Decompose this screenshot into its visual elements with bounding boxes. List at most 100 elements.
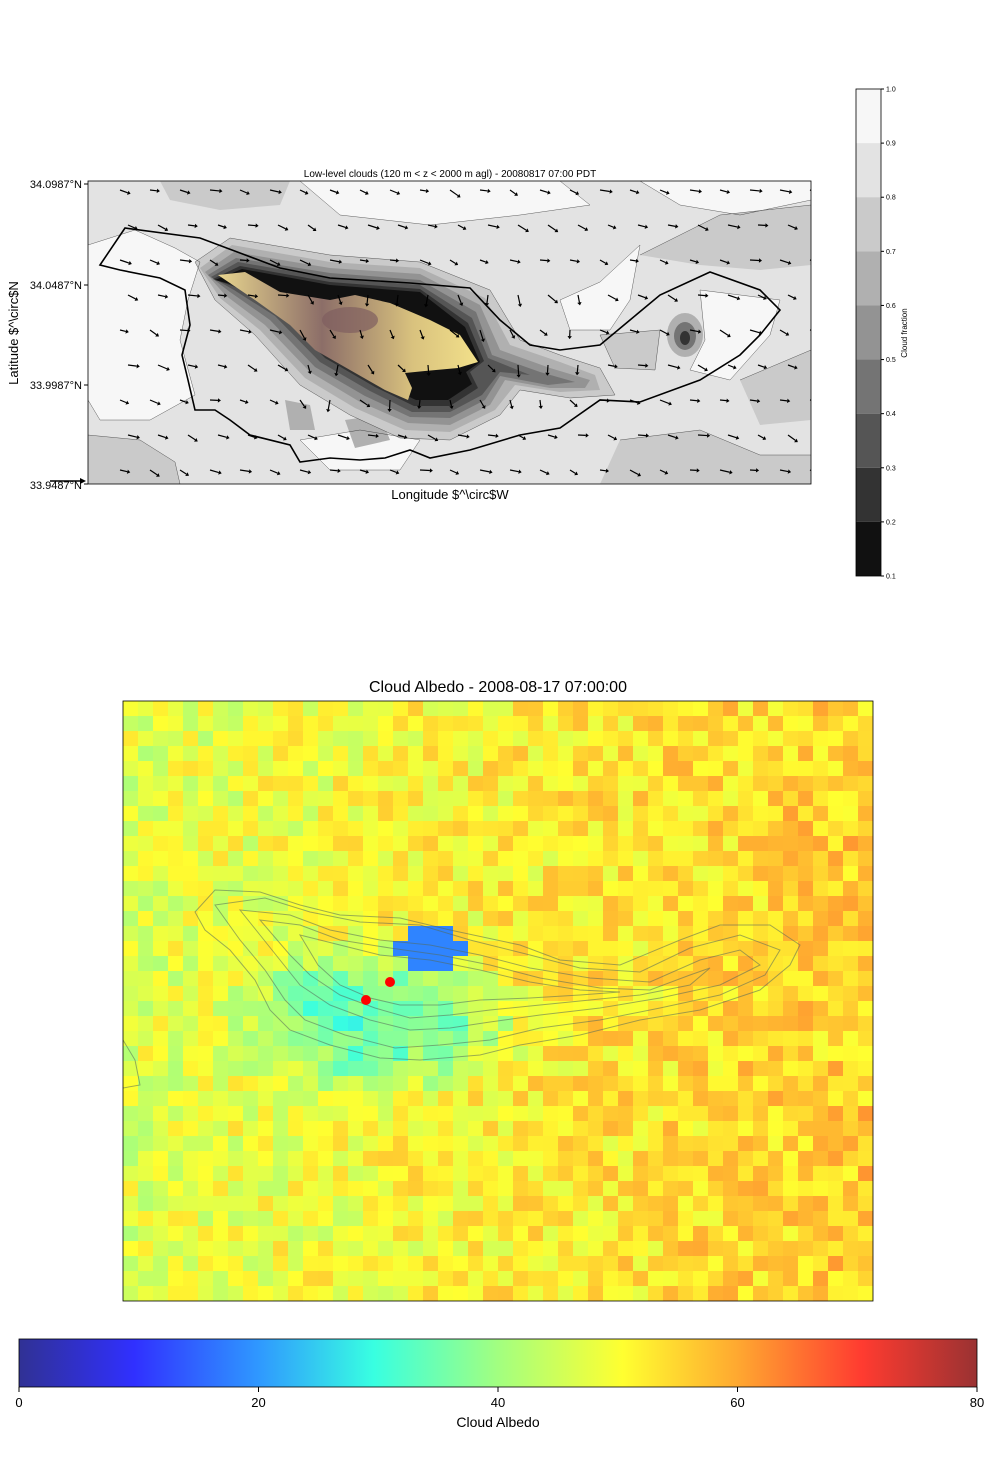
wind-vector [509, 399, 514, 410]
albedo-cell [378, 761, 394, 777]
albedo-cell [693, 1031, 709, 1047]
albedo-cell [708, 791, 724, 807]
albedo-cell [783, 941, 799, 957]
albedo-cell [573, 776, 589, 792]
albedo-cell [453, 1196, 469, 1212]
albedo-cell [528, 821, 544, 837]
wind-vector [689, 189, 702, 194]
wind-vector [779, 259, 792, 265]
albedo-cell [408, 971, 424, 987]
albedo-cell [783, 896, 799, 912]
albedo-cell [183, 1151, 199, 1167]
albedo-cell [513, 1046, 529, 1062]
albedo-cell [243, 1286, 259, 1301]
albedo-cell [843, 761, 859, 777]
wind-vector [569, 399, 578, 407]
albedo-cell [723, 971, 739, 987]
albedo-cell [513, 701, 529, 717]
albedo-cell [648, 1271, 664, 1287]
albedo-cell [513, 1076, 529, 1092]
albedo-cell [393, 1106, 409, 1122]
albedo-cell [588, 1196, 604, 1212]
albedo-cell [843, 1121, 859, 1137]
albedo-cell [153, 836, 169, 852]
albedo-cell [213, 746, 229, 762]
albedo-cell [648, 1061, 664, 1077]
albedo-cell [273, 956, 289, 972]
albedo-cell [633, 1256, 649, 1272]
albedo-cell [318, 1001, 334, 1017]
albedo-cell [123, 971, 139, 987]
albedo-cell [228, 881, 244, 897]
albedo-cell [498, 1106, 514, 1122]
wind-vector [187, 223, 198, 229]
wind-vector [667, 224, 679, 229]
albedo-cell [453, 1061, 469, 1077]
albedo-cell [828, 1151, 844, 1167]
albedo-cell [588, 896, 604, 912]
albedo-cell [648, 1031, 664, 1047]
albedo-cell [648, 716, 664, 732]
albedo-cell [423, 986, 439, 1002]
wind-vector [487, 224, 500, 230]
albedo-cell [573, 791, 589, 807]
albedo-cell [558, 1211, 574, 1227]
wind-vector [659, 469, 669, 475]
albedo-cell [588, 1226, 604, 1242]
albedo-cell [558, 911, 574, 927]
albedo-cell [588, 731, 604, 747]
albedo-cell [303, 911, 319, 927]
albedo-cell [528, 731, 544, 747]
albedo-cell [738, 866, 754, 882]
albedo-cell [363, 1091, 379, 1107]
albedo-cell [198, 851, 214, 867]
albedo-cell [483, 941, 499, 957]
albedo-cell [153, 1196, 169, 1212]
albedo-cell [378, 911, 394, 927]
albedo-cell [183, 1016, 199, 1032]
albedo-cell [273, 1121, 289, 1137]
albedo-cell [498, 911, 514, 927]
albedo-cell [183, 1286, 199, 1301]
albedo-cell [513, 1001, 529, 1017]
albedo-cell [273, 1256, 289, 1272]
albedo-cell [483, 1001, 499, 1017]
albedo-cell [303, 731, 319, 747]
albedo-cell [798, 791, 814, 807]
albedo-cell [348, 1061, 364, 1077]
albedo-cell [438, 1076, 454, 1092]
albedo-cell [693, 971, 709, 987]
albedo-cell [708, 911, 724, 927]
wind-vector [719, 259, 731, 265]
albedo-cell [483, 1151, 499, 1167]
albedo-cell [813, 1151, 829, 1167]
albedo-cell [708, 971, 724, 987]
albedo-cell [513, 1271, 529, 1287]
albedo-cell [828, 1181, 844, 1197]
albedo-cell [543, 1211, 559, 1227]
albedo-cell [183, 1001, 199, 1017]
albedo-cell [333, 1091, 349, 1107]
albedo-cell [333, 1286, 349, 1301]
albedo-cell [123, 1136, 139, 1152]
wind-vector [329, 329, 336, 340]
albedo-cell [678, 1136, 694, 1152]
albedo-cell [348, 1241, 364, 1257]
albedo-cell [678, 776, 694, 792]
wind-vector [269, 259, 281, 266]
albedo-cell [318, 701, 334, 717]
albedo-cell [168, 986, 184, 1002]
albedo-cell [258, 1121, 274, 1137]
albedo-cell [153, 926, 169, 942]
albedo-cell [468, 896, 484, 912]
albedo-cell [363, 761, 379, 777]
albedo-cell [708, 1166, 724, 1182]
albedo-cell [783, 716, 799, 732]
albedo-cell [618, 1121, 634, 1137]
albedo-cell [783, 791, 799, 807]
albedo-cell [498, 1136, 514, 1152]
albedo-cell [243, 986, 259, 1002]
albedo-cell [783, 881, 799, 897]
albedo-cell [708, 1211, 724, 1227]
